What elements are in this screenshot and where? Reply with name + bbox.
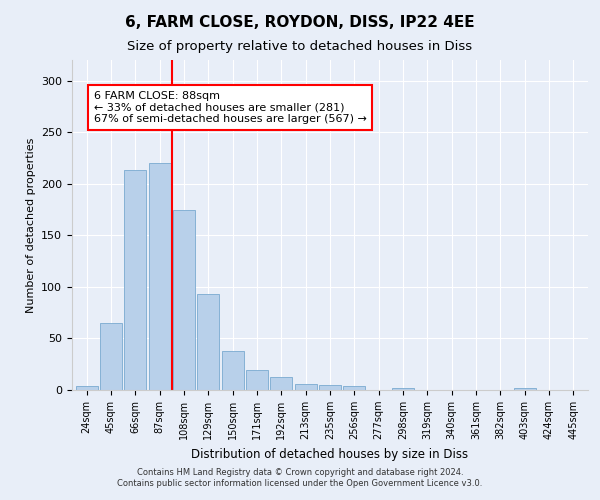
Bar bbox=[221, 351, 244, 390]
Bar bbox=[392, 388, 414, 390]
Bar bbox=[514, 388, 536, 390]
Text: Size of property relative to detached houses in Diss: Size of property relative to detached ho… bbox=[127, 40, 473, 53]
Bar bbox=[100, 323, 122, 390]
Y-axis label: Number of detached properties: Number of detached properties bbox=[26, 138, 35, 312]
Bar bbox=[149, 163, 170, 390]
Bar bbox=[76, 386, 98, 390]
Bar bbox=[246, 370, 268, 390]
Bar bbox=[271, 376, 292, 390]
Bar bbox=[197, 294, 219, 390]
Text: 6, FARM CLOSE, ROYDON, DISS, IP22 4EE: 6, FARM CLOSE, ROYDON, DISS, IP22 4EE bbox=[125, 15, 475, 30]
Bar bbox=[173, 210, 195, 390]
X-axis label: Distribution of detached houses by size in Diss: Distribution of detached houses by size … bbox=[191, 448, 469, 460]
Bar bbox=[124, 170, 146, 390]
Bar bbox=[319, 385, 341, 390]
Text: 6 FARM CLOSE: 88sqm
← 33% of detached houses are smaller (281)
67% of semi-detac: 6 FARM CLOSE: 88sqm ← 33% of detached ho… bbox=[94, 91, 367, 124]
Text: Contains HM Land Registry data © Crown copyright and database right 2024.
Contai: Contains HM Land Registry data © Crown c… bbox=[118, 468, 482, 487]
Bar bbox=[295, 384, 317, 390]
Bar bbox=[343, 386, 365, 390]
